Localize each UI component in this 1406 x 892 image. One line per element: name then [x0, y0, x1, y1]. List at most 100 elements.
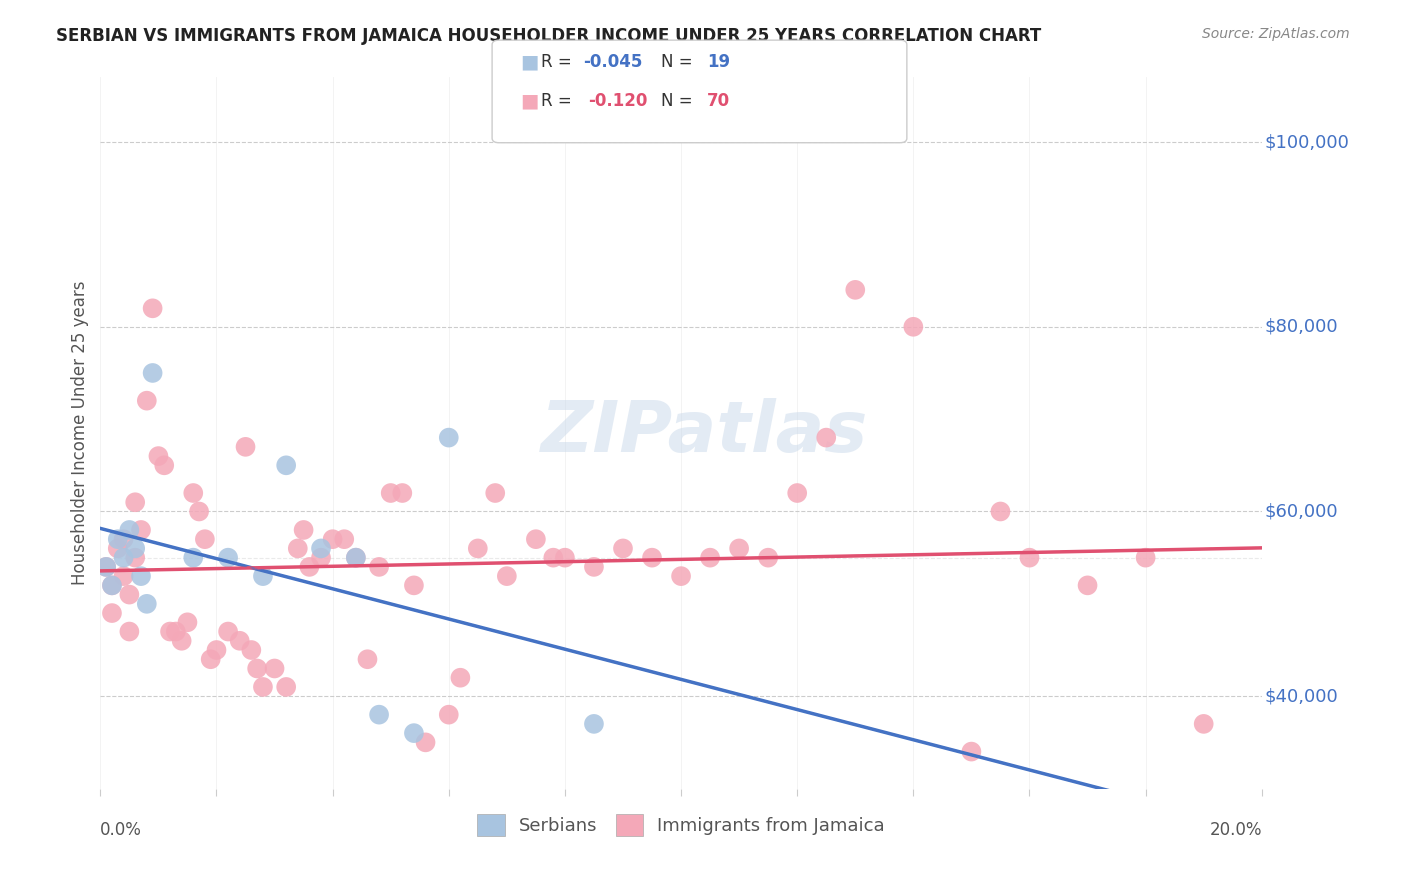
Text: $100,000: $100,000 [1264, 133, 1348, 151]
Y-axis label: Householder Income Under 25 years: Householder Income Under 25 years [72, 281, 89, 585]
Point [176, 615, 198, 630]
Point [153, 458, 176, 473]
Point [756, 550, 779, 565]
Point [1192, 717, 1215, 731]
Point [786, 486, 808, 500]
Point [101, 578, 124, 592]
Point [129, 523, 152, 537]
Text: ZIPatlas: ZIPatlas [540, 399, 868, 467]
Text: -0.120: -0.120 [588, 92, 647, 110]
Point [124, 541, 146, 556]
Point [524, 532, 547, 546]
Point [107, 541, 129, 556]
Point [124, 550, 146, 565]
Point [194, 532, 217, 546]
Point [246, 661, 269, 675]
Point [844, 283, 866, 297]
Point [165, 624, 187, 639]
Point [276, 680, 298, 694]
Point [118, 624, 141, 639]
Point [96, 560, 118, 574]
Point [368, 560, 391, 574]
Point [415, 735, 437, 749]
Point [437, 707, 460, 722]
Point [484, 486, 506, 500]
Text: 19: 19 [707, 54, 730, 71]
Text: N =: N = [661, 54, 697, 71]
Point [124, 495, 146, 509]
Point [380, 486, 402, 500]
Text: ■: ■ [520, 53, 538, 72]
Point [107, 532, 129, 546]
Point [276, 458, 298, 473]
Point [217, 550, 239, 565]
Point [188, 504, 211, 518]
Point [402, 726, 425, 740]
Point [402, 578, 425, 592]
Point [699, 550, 721, 565]
Point [170, 633, 193, 648]
Point [990, 504, 1012, 518]
Text: ■: ■ [520, 91, 538, 111]
Point [181, 486, 204, 500]
Point [582, 717, 605, 731]
Point [322, 532, 344, 546]
Point [292, 523, 315, 537]
Point [101, 578, 124, 592]
Point [467, 541, 489, 556]
Point [1135, 550, 1157, 565]
Point [112, 550, 135, 565]
Point [728, 541, 751, 556]
Point [228, 633, 250, 648]
Point [101, 606, 124, 620]
Point [263, 661, 285, 675]
Point [903, 319, 925, 334]
Text: N =: N = [661, 92, 697, 110]
Point [437, 431, 460, 445]
Point [252, 569, 274, 583]
Point [554, 550, 576, 565]
Text: Source: ZipAtlas.com: Source: ZipAtlas.com [1202, 27, 1350, 41]
Point [344, 550, 367, 565]
Point [181, 550, 204, 565]
Point [252, 680, 274, 694]
Point [309, 541, 332, 556]
Point [309, 550, 332, 565]
Point [449, 671, 471, 685]
Text: R =: R = [541, 92, 582, 110]
Point [135, 597, 157, 611]
Point [815, 431, 838, 445]
Text: 70: 70 [707, 92, 730, 110]
Point [135, 393, 157, 408]
Point [148, 449, 170, 463]
Text: 20.0%: 20.0% [1209, 821, 1261, 838]
Legend: Serbians, Immigrants from Jamaica: Serbians, Immigrants from Jamaica [470, 807, 891, 844]
Point [1018, 550, 1040, 565]
Point [543, 550, 565, 565]
Point [96, 560, 118, 574]
Text: -0.045: -0.045 [583, 54, 643, 71]
Text: 0.0%: 0.0% [100, 821, 142, 838]
Point [368, 707, 391, 722]
Text: R =: R = [541, 54, 578, 71]
Point [287, 541, 309, 556]
Point [641, 550, 664, 565]
Point [612, 541, 634, 556]
Point [582, 560, 605, 574]
Point [495, 569, 517, 583]
Point [298, 560, 321, 574]
Point [142, 301, 165, 316]
Point [333, 532, 356, 546]
Point [159, 624, 181, 639]
Point [235, 440, 257, 454]
Point [112, 532, 135, 546]
Point [240, 643, 263, 657]
Point [142, 366, 165, 380]
Text: $40,000: $40,000 [1264, 687, 1339, 706]
Point [200, 652, 222, 666]
Text: $80,000: $80,000 [1264, 318, 1337, 335]
Point [344, 550, 367, 565]
Text: $60,000: $60,000 [1264, 502, 1337, 521]
Point [205, 643, 228, 657]
Point [669, 569, 692, 583]
